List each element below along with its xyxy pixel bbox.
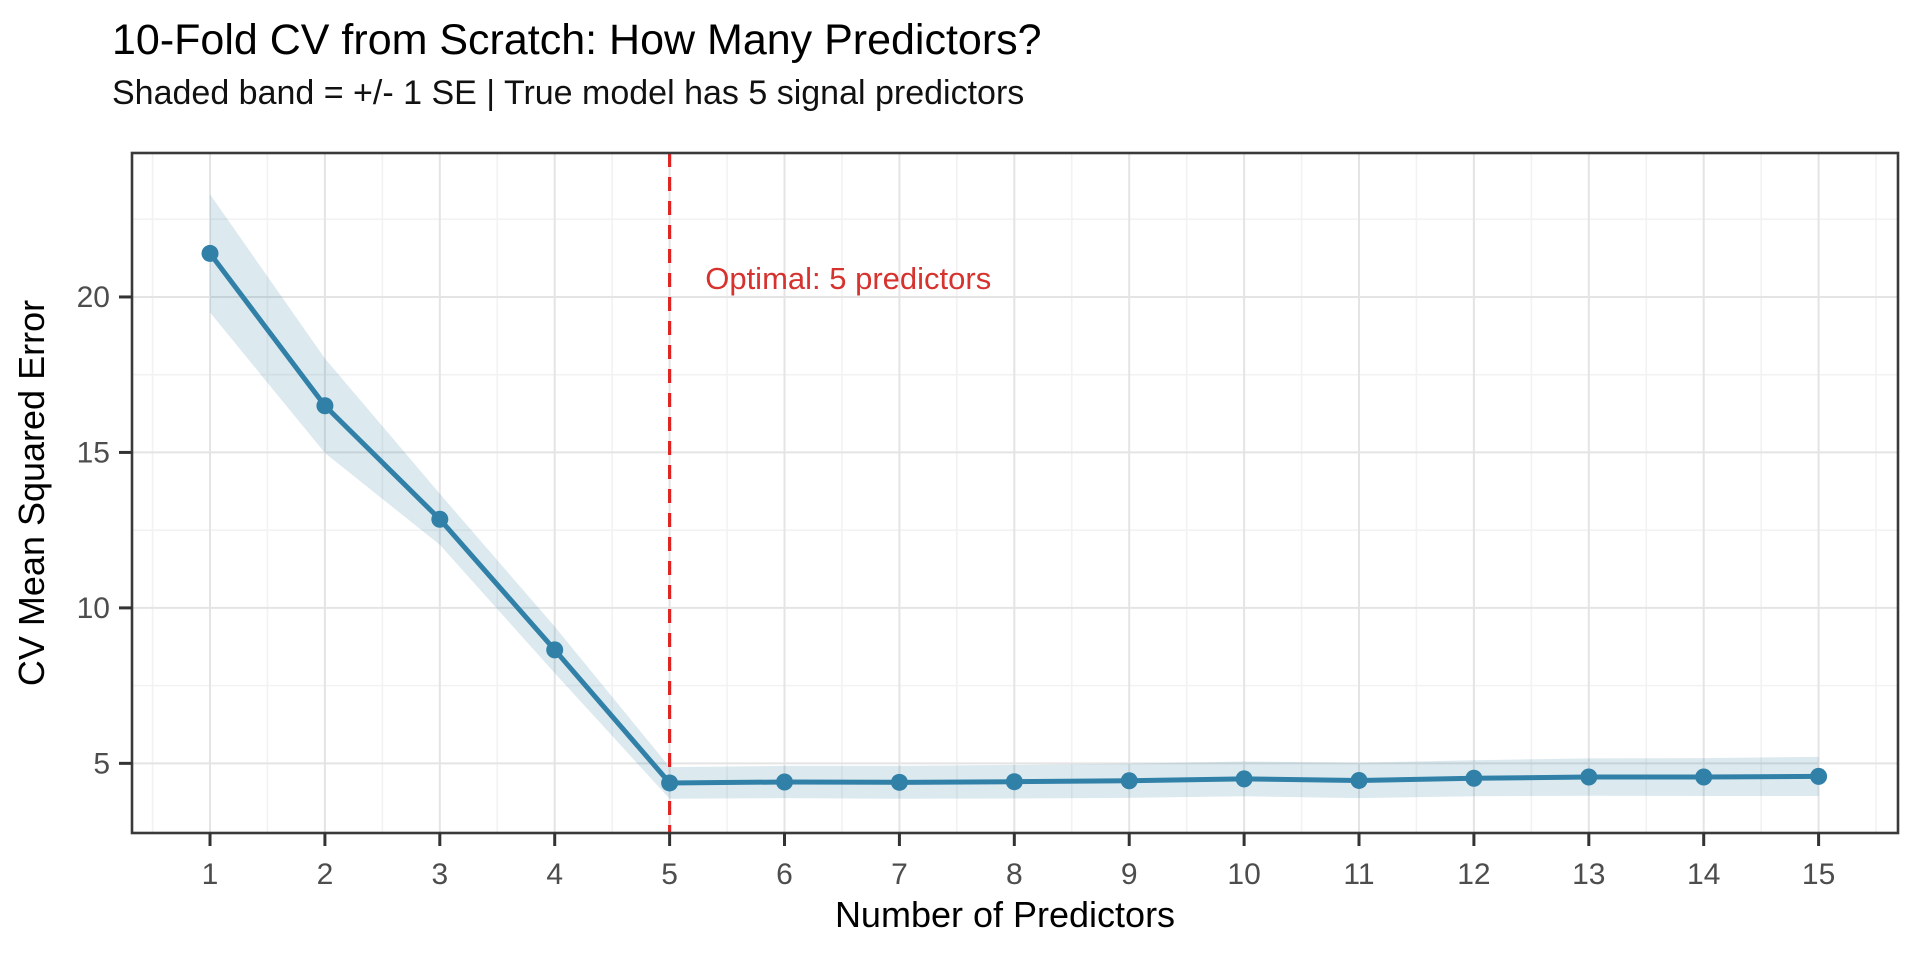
x-tick-label: 13 bbox=[1572, 858, 1605, 891]
cv-mse-point bbox=[431, 510, 449, 528]
x-tick-label: 2 bbox=[317, 858, 334, 891]
cv-mse-point bbox=[1350, 771, 1368, 789]
cv-mse-point bbox=[316, 397, 334, 415]
cv-mse-point bbox=[1695, 768, 1713, 786]
x-tick-label: 7 bbox=[891, 858, 908, 891]
x-tick-label: 3 bbox=[431, 858, 448, 891]
cv-mse-point bbox=[1465, 769, 1483, 787]
cv-mse-point bbox=[1810, 767, 1828, 785]
chart-title: 10-Fold CV from Scratch: How Many Predic… bbox=[112, 16, 1042, 64]
cv-mse-point bbox=[546, 641, 564, 659]
y-axis-title: CV Mean Squared Error bbox=[11, 300, 52, 686]
x-axis-title: Number of Predictors bbox=[835, 894, 1175, 935]
x-tick-label: 4 bbox=[546, 858, 563, 891]
x-tick-label: 14 bbox=[1687, 858, 1720, 891]
y-tick-label: 15 bbox=[77, 436, 110, 469]
x-tick-label: 6 bbox=[776, 858, 793, 891]
cv-mse-point bbox=[776, 773, 794, 791]
annotation-label: Optimal: 5 predictors bbox=[705, 261, 991, 296]
cv-mse-point bbox=[1120, 772, 1138, 790]
x-tick-label: 11 bbox=[1343, 858, 1374, 891]
y-tick-label: 20 bbox=[77, 281, 110, 314]
cv-mse-point bbox=[1005, 773, 1023, 791]
cv-mse-point bbox=[201, 244, 219, 262]
cv-mse-point bbox=[890, 773, 908, 791]
chart-subtitle: Shaded band = +/- 1 SE | True model has … bbox=[112, 74, 1025, 112]
x-tick-label: 12 bbox=[1457, 858, 1490, 891]
y-tick-label: 10 bbox=[77, 592, 110, 625]
x-tick-label: 1 bbox=[202, 858, 219, 891]
x-tick-label: 8 bbox=[1006, 858, 1023, 891]
cv-mse-point bbox=[1235, 770, 1253, 788]
cv-mse-point bbox=[661, 774, 679, 792]
x-tick-label: 9 bbox=[1121, 858, 1138, 891]
cv-mse-point bbox=[1580, 768, 1598, 786]
x-tick-label: 15 bbox=[1802, 858, 1835, 891]
x-tick-label: 5 bbox=[661, 858, 678, 891]
x-tick-label: 10 bbox=[1227, 858, 1260, 891]
y-tick-label: 5 bbox=[93, 747, 110, 780]
